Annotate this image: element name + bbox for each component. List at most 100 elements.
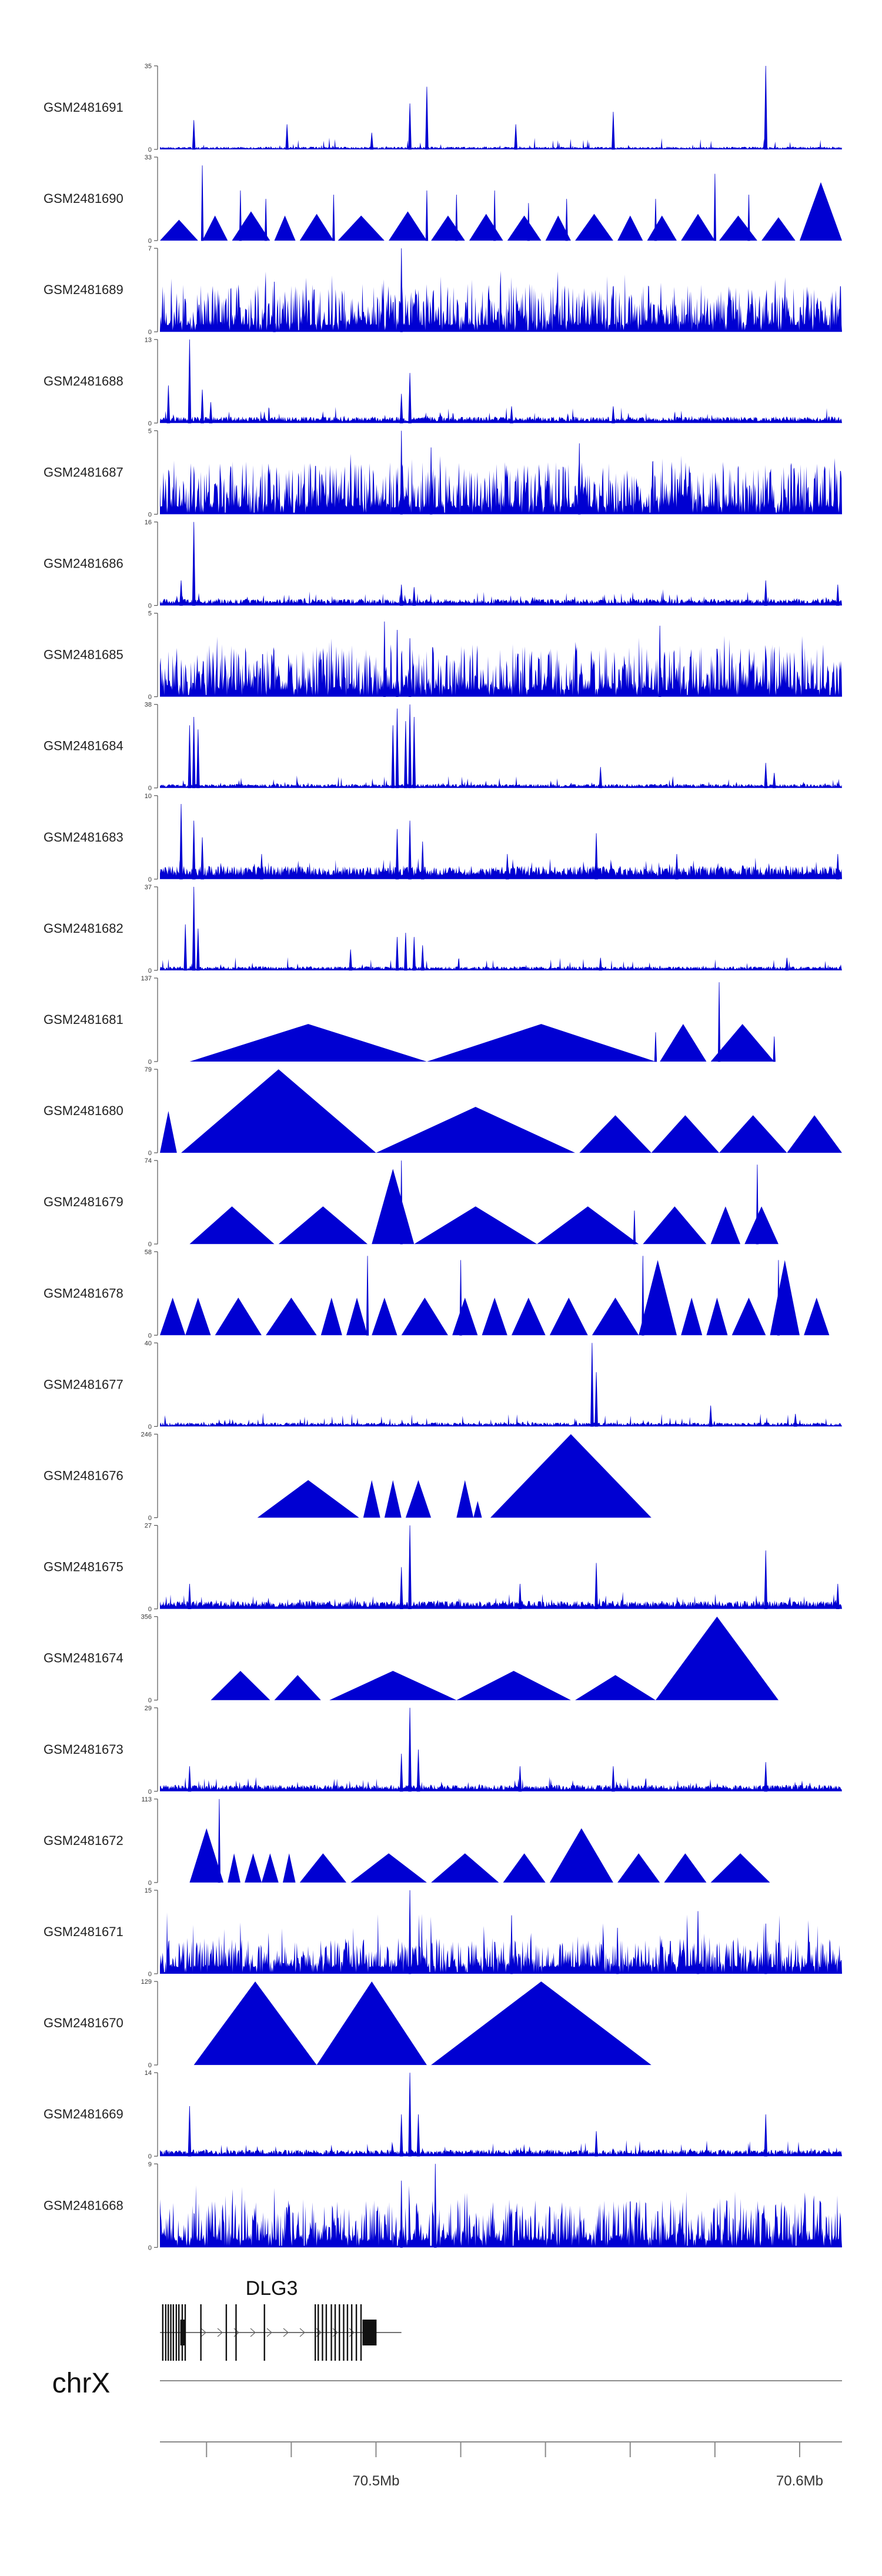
signal-triangle	[512, 1297, 546, 1336]
signal-peak	[594, 1372, 598, 1427]
signal-triangle	[719, 215, 757, 241]
y-axis-min: 0	[148, 329, 152, 336]
signal-triangle	[575, 213, 613, 241]
signal-area	[160, 1777, 842, 1791]
y-axis-min: 0	[148, 1788, 152, 1796]
signal-peak	[514, 124, 518, 150]
track-signal	[160, 2164, 842, 2248]
signal-peak	[408, 704, 412, 789]
gene-exon	[165, 2304, 167, 2361]
y-axis-max: 10	[145, 793, 152, 800]
gene-exon	[355, 2304, 358, 2361]
signal-triangle	[804, 1297, 830, 1336]
signal-triangle	[503, 1853, 546, 1883]
y-axis-min: 0	[148, 1606, 152, 1613]
signal-area	[160, 1591, 842, 1609]
signal-triangle	[710, 1024, 774, 1062]
signal-triangle	[389, 211, 427, 241]
signal-triangle	[346, 1297, 368, 1336]
signal-peak	[408, 820, 412, 880]
signal-peak	[642, 1256, 644, 1336]
signal-triangle	[193, 1981, 317, 2066]
y-axis-min: 0	[148, 785, 152, 792]
y-axis-max: 356	[141, 1614, 152, 1621]
signal-triangle	[639, 1260, 677, 1336]
track-label: GSM2481685	[44, 648, 123, 662]
signal-peak	[713, 173, 717, 241]
signal-triangle	[431, 215, 465, 241]
track-GSM2481678: GSM2481678 58 0	[44, 1249, 830, 1339]
signal-triangle	[414, 1206, 537, 1244]
signal-peak	[654, 1032, 657, 1062]
signal-triangle	[660, 1024, 707, 1062]
y-axis-max: 33	[145, 154, 152, 161]
y-axis-min: 0	[148, 967, 152, 975]
track-GSM2481679: GSM2481679 74 0	[44, 1157, 779, 1248]
signal-peak	[408, 2073, 412, 2157]
signal-peak	[188, 2105, 192, 2157]
track-GSM2481682: GSM2481682 37 0	[44, 884, 842, 975]
signal-area	[160, 857, 842, 879]
signal-peak	[188, 725, 192, 789]
y-axis-min: 0	[148, 603, 152, 610]
signal-peak	[612, 1766, 615, 1792]
track-signal	[160, 1890, 842, 1974]
track-GSM2481691: GSM2481691 35 0	[44, 63, 842, 154]
signal-peak	[654, 199, 657, 241]
track-label: GSM2481670	[44, 2016, 123, 2030]
y-axis-max: 113	[141, 1796, 152, 1803]
signal-triangle	[282, 1853, 296, 1883]
signal-triangle	[338, 215, 385, 241]
signal-peak	[400, 248, 403, 332]
y-axis-max: 58	[145, 1249, 152, 1256]
gene-exon	[318, 2304, 319, 2361]
y-axis-min: 0	[148, 511, 152, 518]
signal-triangle	[274, 215, 296, 241]
signal-triangle	[643, 1206, 707, 1244]
signal-peak	[349, 949, 353, 971]
signal-triangle	[245, 1853, 262, 1883]
signal-area	[160, 138, 842, 149]
signal-triangle	[537, 1206, 639, 1244]
gene-exon	[350, 2304, 353, 2361]
signal-peak	[599, 767, 603, 789]
track-GSM2481669: GSM2481669 14 0	[44, 2070, 842, 2160]
signal-peak	[764, 1550, 768, 1610]
track-GSM2481689: GSM2481689 7 0	[44, 245, 842, 336]
signal-peak	[192, 120, 196, 150]
signal-triangle	[617, 1853, 660, 1883]
track-signal	[189, 1160, 779, 1244]
signal-peak	[209, 402, 213, 423]
signal-triangle	[549, 1297, 588, 1336]
signal-triangle	[681, 1297, 703, 1336]
signal-triangle	[579, 1115, 652, 1153]
signal-peak	[429, 447, 433, 515]
track-signal	[160, 704, 842, 789]
signal-peak	[675, 854, 679, 880]
y-axis-max: 27	[145, 1523, 152, 1530]
signal-triangle	[706, 1297, 728, 1336]
track-signal	[160, 1343, 842, 1427]
signal-peak	[412, 716, 416, 789]
signal-triangle	[232, 211, 270, 241]
track-signal	[160, 339, 842, 423]
track-label: GSM2481678	[44, 1286, 123, 1300]
track-signal	[211, 1616, 779, 1700]
track-GSM2481683: GSM2481683 10 0	[44, 793, 842, 883]
track-label: GSM2481668	[44, 2198, 123, 2213]
y-axis-min: 0	[148, 2153, 152, 2160]
signal-area	[160, 453, 842, 515]
gene-utr-block	[362, 2320, 377, 2345]
signal-triangle	[320, 1297, 342, 1336]
gene-exon	[263, 2304, 265, 2361]
track-GSM2481671: GSM2481671 15 0	[44, 1887, 842, 1978]
signal-peak	[179, 580, 183, 606]
signal-triangle	[469, 213, 503, 241]
signal-peak	[166, 385, 171, 423]
signal-area	[160, 636, 842, 697]
track-GSM2481672: GSM2481672 113 0	[44, 1796, 770, 1887]
track-GSM2481674: GSM2481674 356 0	[44, 1614, 779, 1704]
signal-peak	[434, 2164, 437, 2248]
signal-triangle	[710, 1206, 741, 1244]
